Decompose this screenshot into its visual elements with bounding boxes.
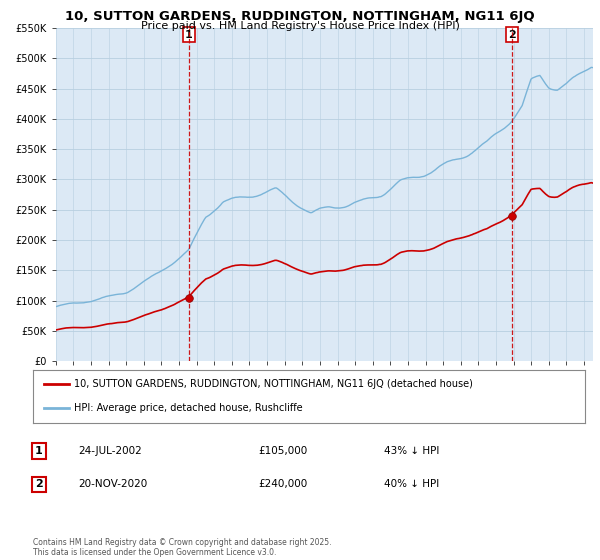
Text: 2: 2: [508, 30, 515, 40]
Text: 10, SUTTON GARDENS, RUDDINGTON, NOTTINGHAM, NG11 6JQ (detached house): 10, SUTTON GARDENS, RUDDINGTON, NOTTINGH…: [74, 380, 473, 390]
Text: 1: 1: [35, 446, 43, 456]
Text: 24-JUL-2002: 24-JUL-2002: [78, 446, 142, 456]
Text: £105,000: £105,000: [258, 446, 307, 456]
Text: Price paid vs. HM Land Registry's House Price Index (HPI): Price paid vs. HM Land Registry's House …: [140, 21, 460, 31]
Text: 2: 2: [35, 479, 43, 489]
Text: 1: 1: [185, 30, 193, 40]
Text: 43% ↓ HPI: 43% ↓ HPI: [384, 446, 439, 456]
Text: HPI: Average price, detached house, Rushcliffe: HPI: Average price, detached house, Rush…: [74, 403, 303, 413]
Text: 10, SUTTON GARDENS, RUDDINGTON, NOTTINGHAM, NG11 6JQ: 10, SUTTON GARDENS, RUDDINGTON, NOTTINGH…: [65, 10, 535, 23]
Text: 40% ↓ HPI: 40% ↓ HPI: [384, 479, 439, 489]
Text: 20-NOV-2020: 20-NOV-2020: [78, 479, 147, 489]
Text: £240,000: £240,000: [258, 479, 307, 489]
Text: Contains HM Land Registry data © Crown copyright and database right 2025.
This d: Contains HM Land Registry data © Crown c…: [33, 538, 331, 557]
